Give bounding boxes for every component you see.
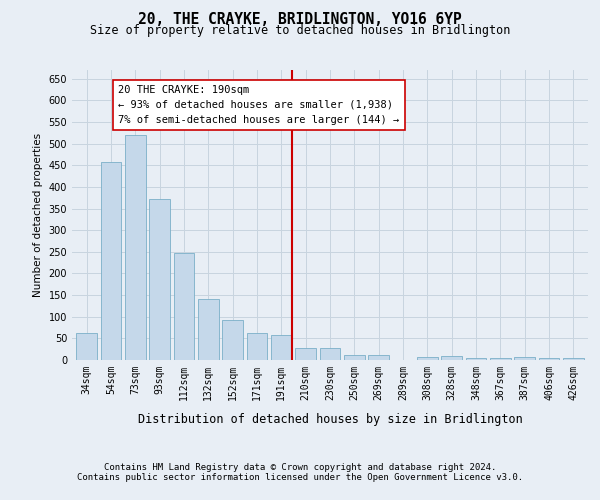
Bar [417, 356, 438, 360]
Bar [320, 348, 340, 360]
Bar [490, 358, 511, 360]
Bar [101, 162, 121, 360]
Text: Contains HM Land Registry data © Crown copyright and database right 2024.: Contains HM Land Registry data © Crown c… [104, 462, 496, 471]
Bar [149, 199, 170, 360]
Bar [563, 358, 584, 360]
Bar [514, 357, 535, 360]
Bar [442, 356, 462, 360]
Bar [344, 355, 365, 360]
Text: Contains public sector information licensed under the Open Government Licence v3: Contains public sector information licen… [77, 472, 523, 482]
Bar [247, 332, 268, 360]
Bar [222, 320, 243, 360]
Bar [198, 300, 218, 360]
Bar [368, 355, 389, 360]
Bar [173, 252, 194, 360]
Bar [295, 348, 316, 360]
Bar [271, 336, 292, 360]
Text: Distribution of detached houses by size in Bridlington: Distribution of detached houses by size … [137, 412, 523, 426]
Y-axis label: Number of detached properties: Number of detached properties [33, 133, 43, 297]
Bar [466, 358, 487, 360]
Bar [539, 358, 559, 360]
Text: 20, THE CRAYKE, BRIDLINGTON, YO16 6YP: 20, THE CRAYKE, BRIDLINGTON, YO16 6YP [138, 12, 462, 28]
Bar [125, 136, 146, 360]
Bar [76, 332, 97, 360]
Text: 20 THE CRAYKE: 190sqm
← 93% of detached houses are smaller (1,938)
7% of semi-de: 20 THE CRAYKE: 190sqm ← 93% of detached … [118, 85, 400, 124]
Text: Size of property relative to detached houses in Bridlington: Size of property relative to detached ho… [90, 24, 510, 37]
